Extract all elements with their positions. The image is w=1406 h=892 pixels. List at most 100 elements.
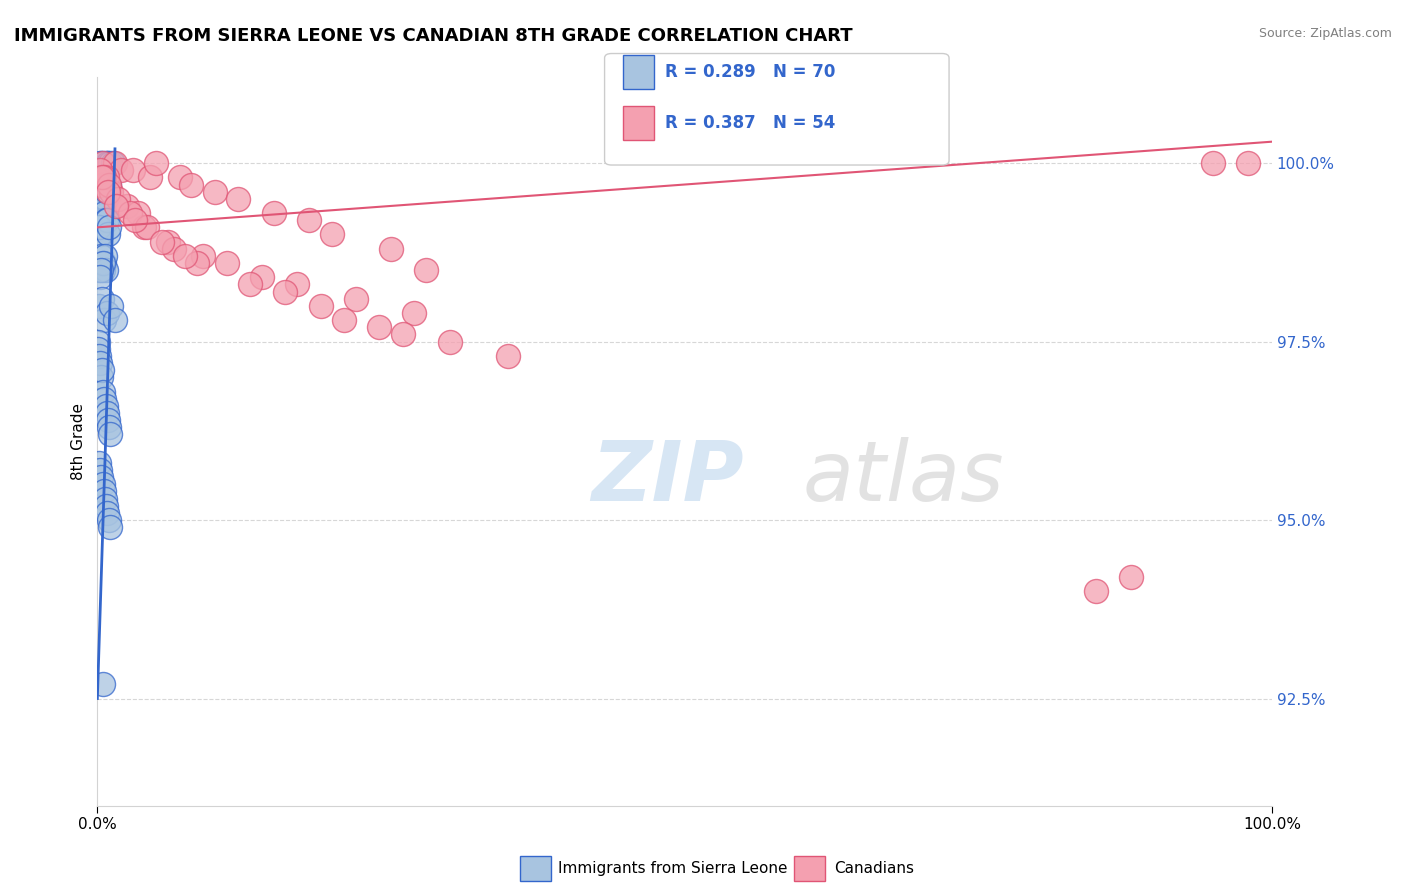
Point [91,213,114,227]
Point [96,506,118,520]
Point [94,192,117,206]
Point [89,356,111,370]
Point [498,349,520,363]
Point [94,399,117,413]
Point [91,170,114,185]
Point [104,156,127,170]
Point [91,477,114,491]
Point [90,170,112,185]
Point [91,178,114,192]
Point [93,163,115,178]
Point [91,677,114,691]
Text: Canadians: Canadians [834,862,914,876]
Point [98,427,121,442]
Point [89,156,111,170]
Text: ZIP: ZIP [591,437,744,518]
Point [97,185,120,199]
Point [97,513,120,527]
Point [380,242,402,256]
Point [90,370,112,384]
Point [89,227,111,242]
Point [90,227,112,242]
Point [90,470,112,484]
Point [91,156,114,170]
Point [94,249,117,263]
Point [226,192,249,206]
Point [1237,156,1260,170]
Point [101,156,124,170]
Point [98,520,121,534]
Point [89,463,111,477]
Point [87,349,110,363]
Point [91,384,114,399]
Point [90,178,112,192]
Point [121,163,143,178]
Point [321,227,343,242]
Point [98,178,121,192]
Point [93,484,115,499]
Point [87,192,110,206]
Point [104,313,127,327]
Point [87,342,110,356]
Point [139,170,162,185]
Point [90,263,112,277]
Point [96,306,118,320]
Y-axis label: 8th Grade: 8th Grade [72,403,86,480]
Point [96,406,118,420]
Point [107,192,129,206]
Point [124,213,146,227]
Point [91,156,114,170]
Point [156,235,179,249]
Point [180,178,202,192]
Point [96,156,118,170]
Point [93,392,115,406]
Point [98,156,121,170]
Text: R = 0.289   N = 70: R = 0.289 N = 70 [665,63,835,81]
Point [333,313,356,327]
Point [415,263,437,277]
Text: Immigrants from Sierra Leone: Immigrants from Sierra Leone [558,862,787,876]
Point [120,206,142,220]
Point [97,227,120,242]
Point [368,320,391,334]
Point [89,178,111,192]
Point [1084,584,1107,599]
Point [163,242,186,256]
Point [404,306,426,320]
Point [93,313,115,327]
Point [263,206,285,220]
Text: IMMIGRANTS FROM SIERRA LEONE VS CANADIAN 8TH GRADE CORRELATION CHART: IMMIGRANTS FROM SIERRA LEONE VS CANADIAN… [14,27,852,45]
Point [89,163,111,178]
Point [97,156,120,170]
Point [1202,156,1225,170]
Point [150,235,173,249]
Point [145,156,167,170]
Point [89,270,111,285]
Point [96,499,118,513]
Point [96,170,118,185]
Point [91,256,114,270]
Point [169,170,191,185]
Point [93,170,115,185]
Point [94,491,117,506]
Point [96,213,118,227]
Point [91,220,114,235]
Point [87,220,110,235]
Point [91,363,114,377]
Point [96,263,118,277]
Point [100,185,122,199]
Point [94,213,117,227]
Point [93,206,115,220]
Point [298,213,321,227]
Point [96,192,118,206]
Point [309,299,332,313]
Point [87,334,110,349]
Point [204,185,226,199]
Point [98,420,121,434]
Point [96,185,118,199]
Text: atlas: atlas [801,437,1004,518]
Point [186,256,208,270]
Point [100,299,122,313]
Point [135,220,157,235]
Point [110,163,132,178]
